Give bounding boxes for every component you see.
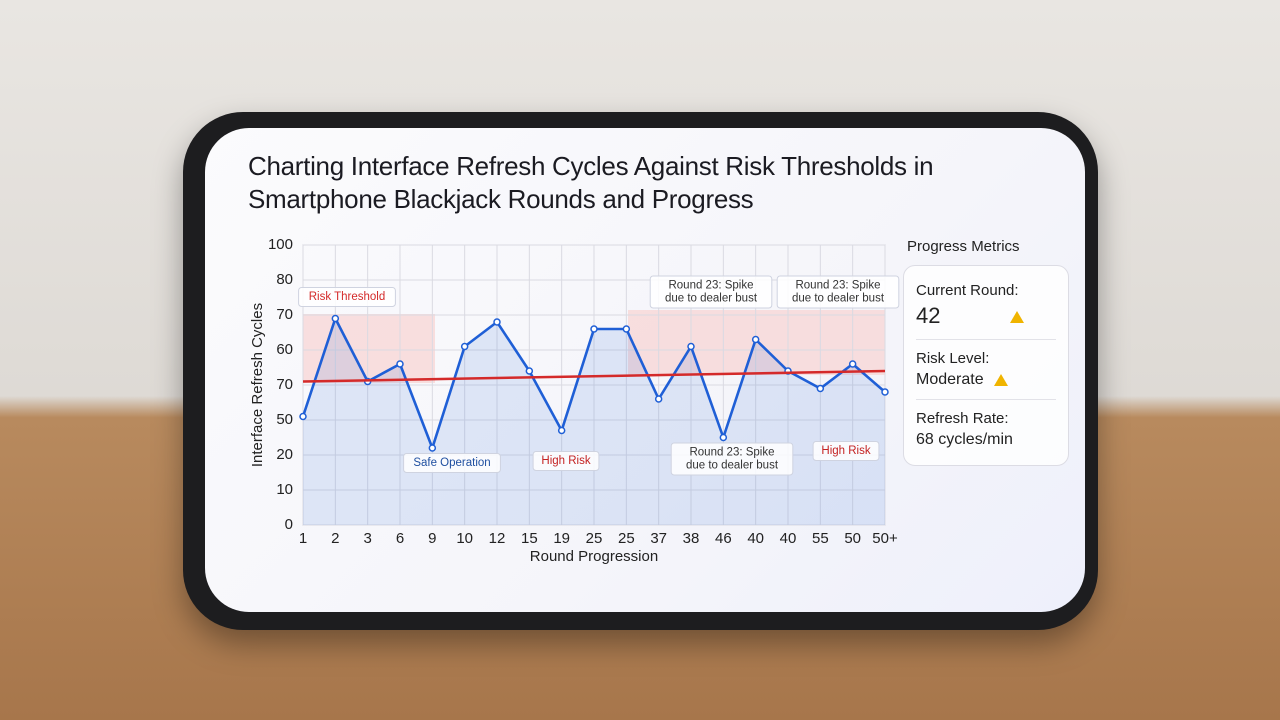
annotation-box xyxy=(812,441,880,461)
annotation-box xyxy=(532,451,600,471)
y-tick-label: 20 xyxy=(276,446,293,463)
annotation-box xyxy=(298,287,396,307)
x-tick-label: 10 xyxy=(456,530,473,547)
point xyxy=(331,314,340,323)
metric-value: 42 xyxy=(916,303,1056,329)
point xyxy=(428,444,437,452)
x-tick-label: 25 xyxy=(618,530,635,547)
annotation-text: Round 23: Spike xyxy=(668,280,753,292)
threshold-line xyxy=(302,369,886,383)
annotation-text: Round 23: Spike xyxy=(689,447,774,459)
x-tick-label: 2 xyxy=(331,530,339,547)
x-tick-label: 38 xyxy=(683,530,700,547)
y-tick-label: 60 xyxy=(276,341,293,358)
x-tick-label: 55 xyxy=(812,530,829,547)
warning-icon xyxy=(1010,311,1025,324)
annotation-text: High Risk xyxy=(821,445,870,457)
x-tick-label: 50+ xyxy=(872,530,898,547)
x-tick-label: 15 xyxy=(521,530,538,547)
annotation-text: Risk Threshold xyxy=(309,291,386,303)
x-tick-label: 3 xyxy=(363,530,371,547)
y-tick-label: 10 xyxy=(276,481,293,498)
panel-title: Progress Metrics xyxy=(907,238,1020,255)
x-tick-label: 40 xyxy=(747,530,764,547)
point xyxy=(654,395,663,403)
x-axis-label: Round Progression xyxy=(530,548,658,565)
y-tick-label: 70 xyxy=(276,376,293,393)
point xyxy=(396,360,404,368)
point xyxy=(590,325,598,333)
y-tick-label: 0 xyxy=(285,516,293,533)
x-tick-label: 50 xyxy=(844,530,861,547)
point xyxy=(299,412,307,421)
x-tick-label: 6 xyxy=(396,530,404,547)
annotation-box xyxy=(670,442,794,476)
point xyxy=(816,384,825,393)
y-axis-label: Interface Refresh Cycles xyxy=(249,303,266,467)
metric-label: Risk Level: xyxy=(916,350,990,367)
point xyxy=(687,342,695,351)
y-tick-label: 50 xyxy=(276,411,293,428)
metric-value: 68 cycles/min xyxy=(916,431,1013,448)
point xyxy=(881,388,889,396)
annotation-text: due to dealer bust xyxy=(792,293,885,305)
annotation-box xyxy=(776,275,900,309)
x-tick-label: 40 xyxy=(780,530,797,547)
y-tick-label: 100 xyxy=(268,236,293,253)
point xyxy=(751,335,760,344)
x-tick-label: 1 xyxy=(299,530,307,547)
metric: Refresh Rate: 68 cycles/min xyxy=(916,400,1056,459)
annotation: Safe Operation xyxy=(403,453,501,473)
threshold-label: Risk Threshold xyxy=(298,287,396,307)
metrics-panel: Progress Metrics Current Round: 42 Risk L… xyxy=(903,238,1071,466)
point xyxy=(557,426,566,435)
metric: Current Round: 42 xyxy=(916,272,1056,340)
point xyxy=(460,342,469,351)
annotation: High Risk xyxy=(812,441,880,461)
x-tick-label: 9 xyxy=(428,530,436,547)
metric-value-text: Moderate xyxy=(916,371,984,388)
point xyxy=(622,325,631,333)
point xyxy=(525,367,534,375)
annotation-text: due to dealer bust xyxy=(686,460,779,472)
metric-value: Moderate xyxy=(916,371,1056,389)
annotation-text: Safe Operation xyxy=(413,457,490,469)
annotation-text: Round 23: Spike xyxy=(795,280,880,292)
metric-label: Current Round: xyxy=(916,282,1019,299)
x-tick-label: 12 xyxy=(489,530,506,547)
annotation-box xyxy=(649,275,773,309)
x-tick-label: 37 xyxy=(650,530,667,547)
annotation-text: due to dealer bust xyxy=(665,293,758,305)
chart-title: Charting Interface Refresh Cycles Agains… xyxy=(248,151,934,214)
x-tick-label: 19 xyxy=(553,530,570,547)
annotation-box xyxy=(403,453,501,473)
warning-icon xyxy=(993,373,1008,386)
point xyxy=(848,360,857,368)
x-tick-label: 25 xyxy=(586,530,603,547)
point xyxy=(493,318,501,326)
metric-label: Refresh Rate: xyxy=(916,410,1009,427)
metrics-card: Current Round: 42 Risk Level: Moderate Ref… xyxy=(903,265,1069,466)
y-tick-label: 80 xyxy=(276,271,293,288)
metric-value-text: 42 xyxy=(916,303,941,328)
x-tick-label: 46 xyxy=(715,530,732,547)
point xyxy=(719,433,728,442)
annotation: High Risk xyxy=(532,451,600,471)
annotation-text: High Risk xyxy=(541,455,590,467)
metric: Risk Level: Moderate xyxy=(916,340,1056,400)
y-tick-label: 70 xyxy=(276,306,293,323)
